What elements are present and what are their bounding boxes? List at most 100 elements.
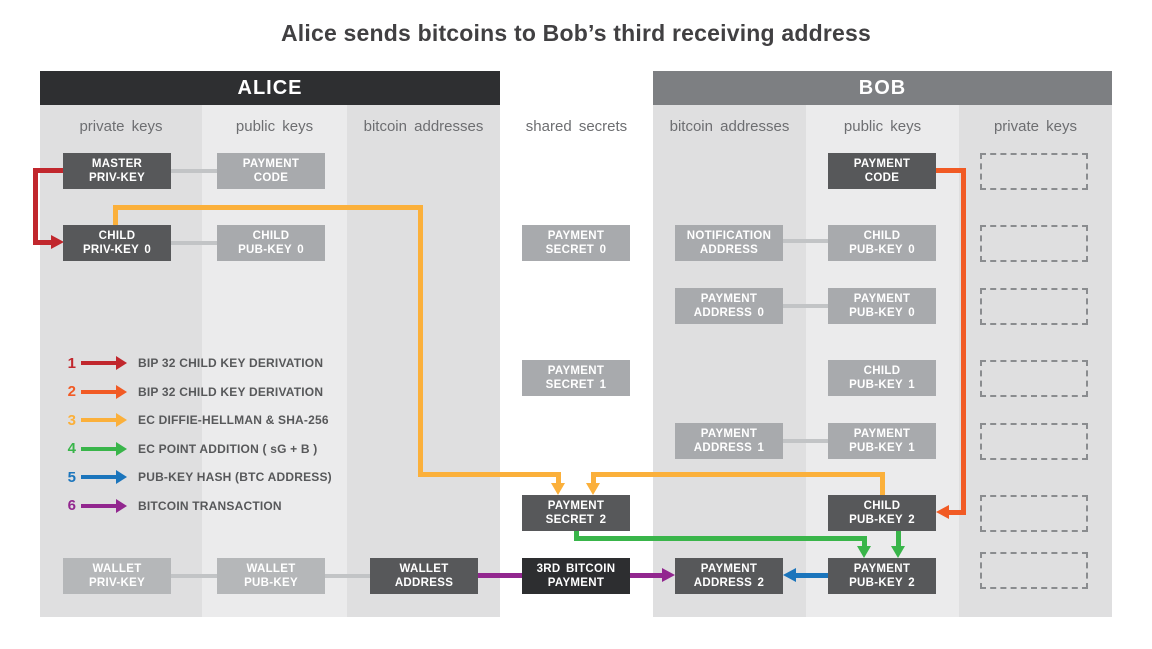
connector-childpriv0-to-childpub0	[171, 241, 217, 245]
flow3-amber-line	[418, 205, 423, 475]
flow6-purple-line	[478, 573, 522, 578]
shared-secrets-label: shared secrets	[525, 118, 628, 135]
legend-number: 1	[67, 354, 76, 372]
alice-private-keys-label: private keys	[79, 118, 163, 135]
flow3-amber-arrowhead	[551, 483, 565, 495]
flow3-amber-line	[880, 472, 885, 495]
blue-arrow-icon	[81, 470, 138, 485]
bob-bitcoin-addresses-column	[653, 105, 806, 617]
box-bob-payment-pub-key-1: PAYMENT PUB-KEY 1	[828, 423, 936, 459]
box-alice-child-priv-key-0: CHILD PRIV-KEY 0	[63, 225, 171, 261]
flow4-green-arrowhead	[857, 546, 871, 558]
box-payment-secret-1: PAYMENT SECRET 1	[522, 360, 630, 396]
flow1-red-line	[33, 168, 38, 243]
legend-item-1: 1 BIP 32 CHILD KEY DERIVATION	[58, 349, 358, 378]
flow1-red-line	[33, 240, 52, 245]
legend-label: EC POINT ADDITION ( sG + B )	[138, 441, 318, 456]
flow1-red-arrowhead	[51, 235, 64, 249]
flow5-blue-line	[796, 573, 828, 578]
legend-item-3: 3 EC DIFFIE-HELLMAN & SHA-256	[58, 406, 358, 435]
legend-item-5: 5 PUB-KEY HASH (BTC ADDRESS)	[58, 463, 358, 492]
legend-label: BITCOIN TRANSACTION	[138, 498, 282, 513]
box-payment-secret-2: PAYMENT SECRET 2	[522, 495, 630, 531]
flow4-green-arrowhead	[891, 546, 905, 558]
flow1-red-line	[33, 168, 63, 173]
green-arrow-icon	[81, 441, 138, 456]
bob-public-keys-label: public keys	[843, 118, 922, 135]
box-bob-payment-pub-key-2: PAYMENT PUB-KEY 2	[828, 558, 936, 594]
legend-number: 4	[67, 440, 76, 458]
flow3-amber-arrowhead	[586, 483, 600, 495]
legend-label: PUB-KEY HASH (BTC ADDRESS)	[138, 470, 332, 485]
box-payment-secret-0: PAYMENT SECRET 0	[522, 225, 630, 261]
flow4-green-line	[574, 536, 867, 541]
page-title: Alice sends bitcoins to Bob’s third rece…	[280, 20, 871, 46]
flow6-purple-arrowhead	[662, 568, 675, 582]
flow4-green-line	[862, 536, 867, 547]
red-arrow-icon	[81, 356, 138, 371]
flow6-purple-line	[630, 573, 663, 578]
legend-number: 6	[67, 497, 76, 515]
box-bob-payment-code: PAYMENT CODE	[828, 153, 936, 189]
connector-master-to-paymentcode	[171, 169, 217, 173]
orange-red-arrow-icon	[81, 384, 138, 399]
box-alice-master-priv-key: MASTER PRIV-KEY	[63, 153, 171, 189]
legend-item-2: 2 BIP 32 CHILD KEY DERIVATION	[58, 378, 358, 407]
empty-private-key-slot	[980, 288, 1088, 325]
legend-item-6: 6 BITCOIN TRANSACTION	[58, 492, 358, 521]
box-alice-wallet-pub-key: WALLET PUB-KEY	[217, 558, 325, 594]
box-alice-wallet-priv-key: WALLET PRIV-KEY	[63, 558, 171, 594]
empty-private-key-slot	[980, 495, 1088, 532]
box-3rd-bitcoin-payment: 3RD BITCOIN PAYMENT	[522, 558, 630, 594]
flow4-green-line	[896, 531, 901, 547]
empty-private-key-slot	[980, 360, 1088, 397]
bob-bitcoin-addresses-label: bitcoin addresses	[669, 118, 790, 135]
box-alice-payment-code: PAYMENT CODE	[217, 153, 325, 189]
legend-label: EC DIFFIE-HELLMAN & SHA-256	[138, 413, 329, 428]
flow3-amber-line	[591, 472, 596, 483]
amber-arrow-icon	[81, 413, 138, 428]
alice-panel-header: ALICE	[40, 71, 500, 105]
legend-number: 2	[67, 383, 76, 401]
box-bob-payment-pub-key-0: PAYMENT PUB-KEY 0	[828, 288, 936, 324]
box-bob-payment-address-0: PAYMENT ADDRESS 0	[675, 288, 783, 324]
connector-notification-to-childpub0	[783, 239, 828, 243]
flow5-blue-arrowhead	[783, 568, 796, 582]
alice-public-keys-column	[202, 105, 347, 617]
legend-number: 3	[67, 411, 76, 429]
legend-label: BIP 32 CHILD KEY DERIVATION	[138, 356, 324, 371]
flow3-amber-line	[113, 205, 118, 225]
legend-item-4: 4 EC POINT ADDITION ( sG + B )	[58, 435, 358, 464]
empty-private-key-slot	[980, 153, 1088, 190]
alice-bitcoin-addresses-column	[347, 105, 500, 617]
legend-number: 5	[67, 468, 76, 486]
flow3-amber-line	[418, 472, 561, 477]
alice-bitcoin-addresses-label: bitcoin addresses	[363, 118, 484, 135]
connector-paymentaddr1-to-paymentpub1	[783, 439, 828, 443]
flow3-amber-line	[591, 472, 885, 477]
box-bob-notification-address: NOTIFICATION ADDRESS	[675, 225, 783, 261]
connector-walletpriv-to-walletpub	[171, 574, 217, 578]
flow2-orangered-line	[936, 168, 966, 173]
empty-private-key-slot	[980, 225, 1088, 262]
bob-private-keys-label: private keys	[993, 118, 1078, 135]
flow2-orangered-arrowhead	[936, 505, 949, 519]
legend-label: BIP 32 CHILD KEY DERIVATION	[138, 384, 324, 399]
box-bob-child-pub-key-0: CHILD PUB-KEY 0	[828, 225, 936, 261]
alice-public-keys-label: public keys	[235, 118, 314, 135]
purple-arrow-icon	[81, 498, 138, 513]
empty-private-key-slot	[980, 423, 1088, 460]
box-bob-payment-address-1: PAYMENT ADDRESS 1	[675, 423, 783, 459]
flow3-amber-line	[556, 472, 561, 483]
box-alice-wallet-address: WALLET ADDRESS	[370, 558, 478, 594]
box-bob-payment-address-2: PAYMENT ADDRESS 2	[675, 558, 783, 594]
connector-paymentaddr0-to-paymentpub0	[783, 304, 828, 308]
box-bob-child-pub-key-1: CHILD PUB-KEY 1	[828, 360, 936, 396]
connector-walletpub-to-walletaddress	[325, 574, 370, 578]
flow3-amber-line	[113, 205, 423, 210]
box-bob-child-pub-key-2: CHILD PUB-KEY 2	[828, 495, 936, 531]
flow2-orangered-line	[948, 510, 966, 515]
legend: 1 BIP 32 CHILD KEY DERIVATION 2 BIP 32 C…	[58, 349, 358, 520]
flow2-orangered-line	[961, 168, 966, 515]
